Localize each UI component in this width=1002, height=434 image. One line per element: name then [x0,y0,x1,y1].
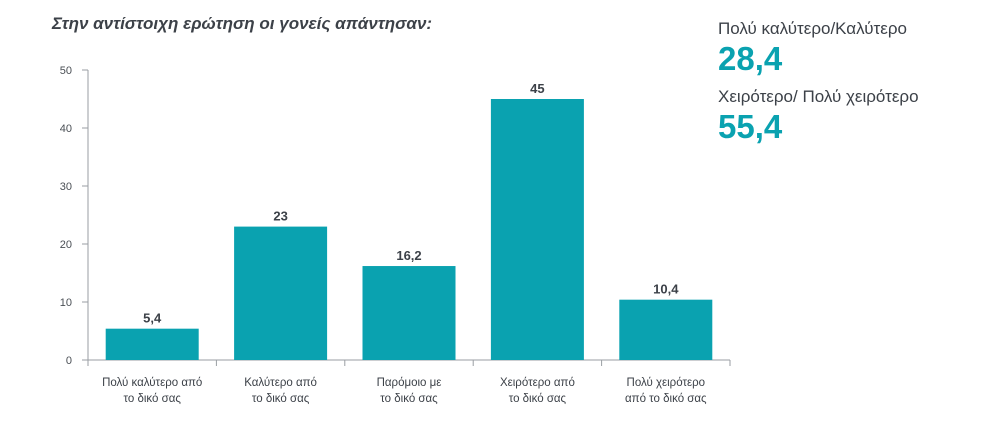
bar-value-label: 5,4 [143,311,162,326]
bar-value-label: 45 [530,81,544,96]
bar [490,99,584,360]
bar [362,266,456,360]
bar [105,328,199,360]
summary-panel: Πολύ καλύτερο/Καλύτερο 28,4 Χειρότερο/ Π… [718,18,988,154]
y-tick-label: 10 [60,297,72,309]
bar [619,299,713,360]
x-category-label: Πολύ χειρότερο [627,377,706,389]
bar-value-label: 16,2 [396,248,421,263]
summary-better-value: 28,4 [718,40,783,77]
summary-better-label: Πολύ καλύτερο/Καλύτερο [718,19,907,38]
x-category-label: το δικό σας [252,393,310,405]
bar-value-label: 23 [273,209,287,224]
x-category-label: από το δικό σας [625,393,707,405]
summary-worse: Χειρότερο/ Πολύ χειρότερο 55,4 [718,86,988,146]
y-tick-label: 40 [60,123,72,135]
y-tick-label: 30 [60,181,72,193]
x-category-label: το δικό σας [380,393,438,405]
bar [234,226,328,360]
summary-worse-value: 55,4 [718,108,783,145]
summary-better: Πολύ καλύτερο/Καλύτερο 28,4 [718,18,988,78]
y-tick-label: 0 [66,355,72,367]
x-category-label: το δικό σας [123,393,181,405]
x-category-label: Πολύ καλύτερο από [102,377,202,389]
x-category-label: Χειρότερο από [500,377,575,389]
chart-title: Στην αντίστοιχη ερώτηση οι γονείς απάντη… [52,14,433,33]
x-category-label: Καλύτερο από [244,377,317,389]
x-category-label: Παρόμοιο με [377,377,442,389]
bar-value-label: 10,4 [653,282,679,297]
y-tick-label: 20 [60,239,72,251]
summary-worse-label: Χειρότερο/ Πολύ χειρότερο [718,87,919,106]
y-tick-label: 50 [60,65,72,77]
x-category-label: το δικό σας [509,393,567,405]
